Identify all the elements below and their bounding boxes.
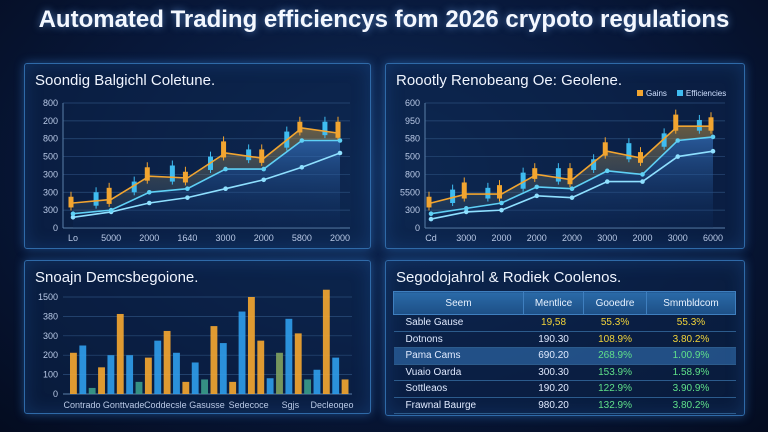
row-summary: 3.80.2% xyxy=(646,397,736,414)
chart-legend: Gains Efficiencies xyxy=(637,89,726,98)
legend-item-gains: Gains xyxy=(637,89,667,98)
row-name: Frawnal Baurge xyxy=(393,397,524,414)
panel-title: Snoajn Demcsbegoione. xyxy=(35,269,199,286)
row-name: Vuaio Oarda xyxy=(393,364,524,381)
panel-bottom-left-chart: Snoajn Demcsbegoione. xyxy=(24,260,371,414)
table-row[interactable]: Vuaio Oarda 300.30 153.9% 1.58.9% xyxy=(393,364,736,381)
row-summary: 1.00.9% xyxy=(646,347,736,365)
row-change: 132.9% xyxy=(583,397,647,414)
panel-title: Roootly Renobeang Oe: Geolene. xyxy=(396,72,622,89)
row-value: 980.20 xyxy=(523,397,584,414)
table-row[interactable]: Sable Gause 19,58 55.3% 55.3% xyxy=(393,314,736,332)
panel-title: Soondig Balgichl Coletune. xyxy=(35,72,216,89)
row-change: 153.9% xyxy=(583,364,647,381)
table-row[interactable]: Sottleaos 190.20 122.9% 3.90.9% xyxy=(393,380,736,398)
column-header[interactable]: Gooedre xyxy=(583,291,647,315)
row-name: Sable Gause xyxy=(393,314,524,332)
row-change: 122.9% xyxy=(583,380,647,398)
panel-top-left-chart: Soondig Balgichl Coletune. xyxy=(24,63,371,249)
row-summary: 55.3% xyxy=(646,314,736,332)
table-row[interactable]: Dotnons 190.30 108.9% 3.80.2% xyxy=(393,331,736,348)
row-summary: 3.80.2% xyxy=(646,331,736,348)
row-value: 190.30 xyxy=(523,331,584,348)
column-header[interactable]: Mentlice xyxy=(522,291,585,315)
row-change: 268.9% xyxy=(583,347,647,365)
panel-title: Segodojahrol & Rodiek Coolenos. xyxy=(396,269,622,286)
row-value: 190.20 xyxy=(523,380,584,398)
row-change: 108.9% xyxy=(583,331,647,348)
column-header[interactable]: Seem xyxy=(393,291,524,315)
row-summary: 1.58.9% xyxy=(646,364,736,381)
column-header[interactable]: Smmbldcom xyxy=(645,291,737,315)
table-row[interactable]: Frawnal Baurge 980.20 132.9% 3.80.2% xyxy=(393,397,736,414)
legend-item-efficiencies: Efficiencies xyxy=(676,89,726,98)
row-value: 19,58 xyxy=(523,314,584,332)
row-value: 300.30 xyxy=(523,364,584,381)
row-value: 690.20 xyxy=(523,347,584,365)
row-summary: 3.90.9% xyxy=(646,380,736,398)
data-table: Seem Mentlice Gooedre Smmbldcom Sable Ga… xyxy=(393,291,737,414)
row-change: 55.3% xyxy=(583,314,647,332)
page-title: Automated Trading efficiencys fom 2026 c… xyxy=(38,6,730,33)
row-name: Dotnons xyxy=(393,331,524,348)
table-row[interactable]: Pama Cams 690.20 268.9% 1.00.9% xyxy=(393,347,736,365)
row-name: Pama Cams xyxy=(393,347,524,365)
row-name: Sottleaos xyxy=(393,380,524,398)
